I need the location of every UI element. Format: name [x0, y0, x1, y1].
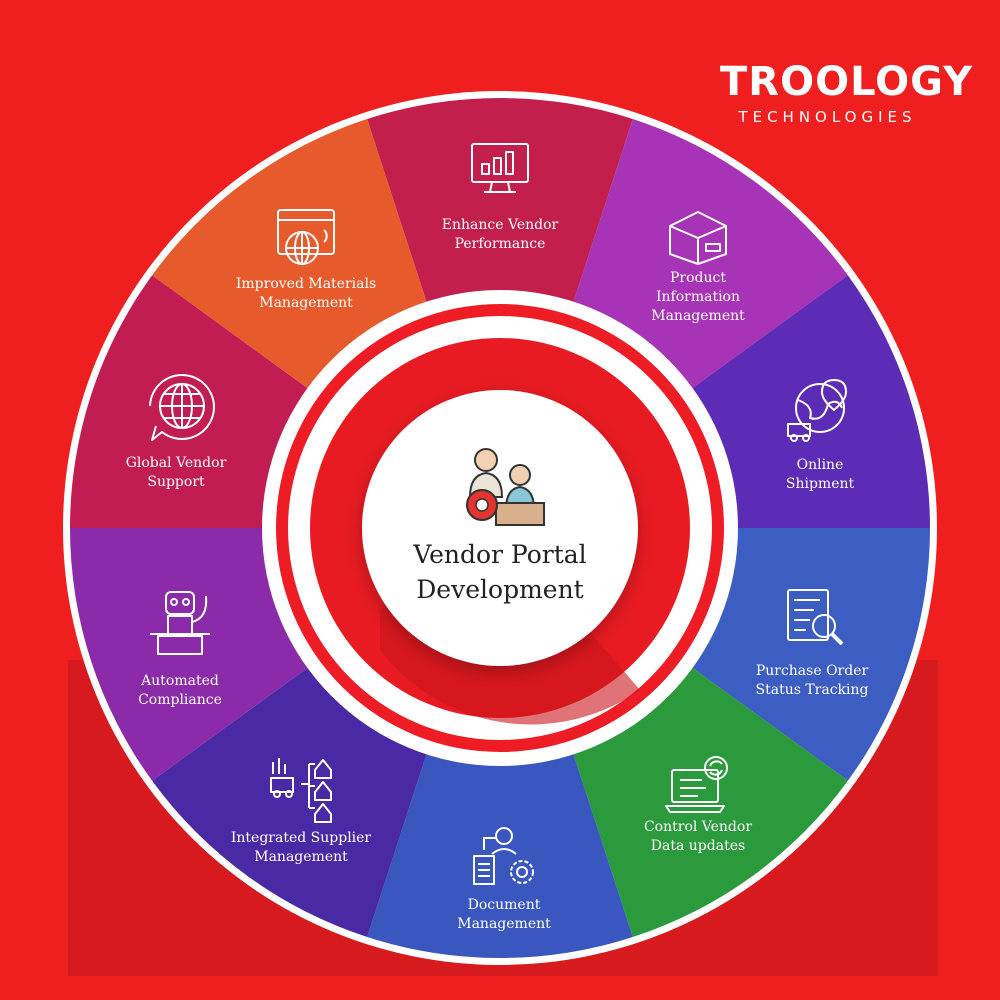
vendor-meeting-icon: [466, 448, 545, 526]
segment-label-global-vendor-support: Global Vendor Support: [125, 455, 227, 490]
laptop-sync-icon: [665, 756, 728, 813]
segment-label-product-information-management: Product Information Management: [651, 270, 745, 324]
segment-label-online-shipment: Online Shipment: [785, 457, 855, 492]
segment-label-document-management: Document Management: [457, 897, 551, 932]
brand-tagline: TECHNOLOGIES: [738, 108, 917, 126]
document-gear-icon: [473, 827, 534, 885]
segment-label-automated-compliance: Automated Compliance: [138, 673, 222, 708]
icons-layer: [149, 143, 847, 885]
center-title: Vendor Portal Development: [413, 540, 587, 604]
wheel-segment-enhance-vendor-performance: [367, 98, 633, 357]
globe-chat-icon: [149, 374, 215, 441]
segment-label-enhance-vendor-performance: Enhance Vendor Performance: [441, 217, 559, 252]
order-search-icon: [787, 589, 844, 646]
segment-label-integrated-supplier-management: Integrated Supplier Management: [230, 830, 372, 865]
browser-globe-icon: [277, 209, 335, 265]
segment-label-improved-materials-management: Improved Materials Management: [235, 276, 377, 311]
robot-computer-icon: [150, 591, 210, 655]
segment-label-control-vendor-data-updates: Control Vendor Data updates: [643, 819, 753, 854]
monitor-chart-icon: [471, 143, 529, 193]
warehouse-network-icon: [270, 758, 332, 823]
globe-truck-icon: [787, 379, 847, 442]
brand-name: TROOLOGY: [720, 59, 974, 105]
center-disc: [362, 390, 638, 666]
box-package-icon: [669, 211, 727, 265]
segment-label-purchase-order-status-tracking: Purchase Order Status Tracking: [755, 663, 869, 698]
